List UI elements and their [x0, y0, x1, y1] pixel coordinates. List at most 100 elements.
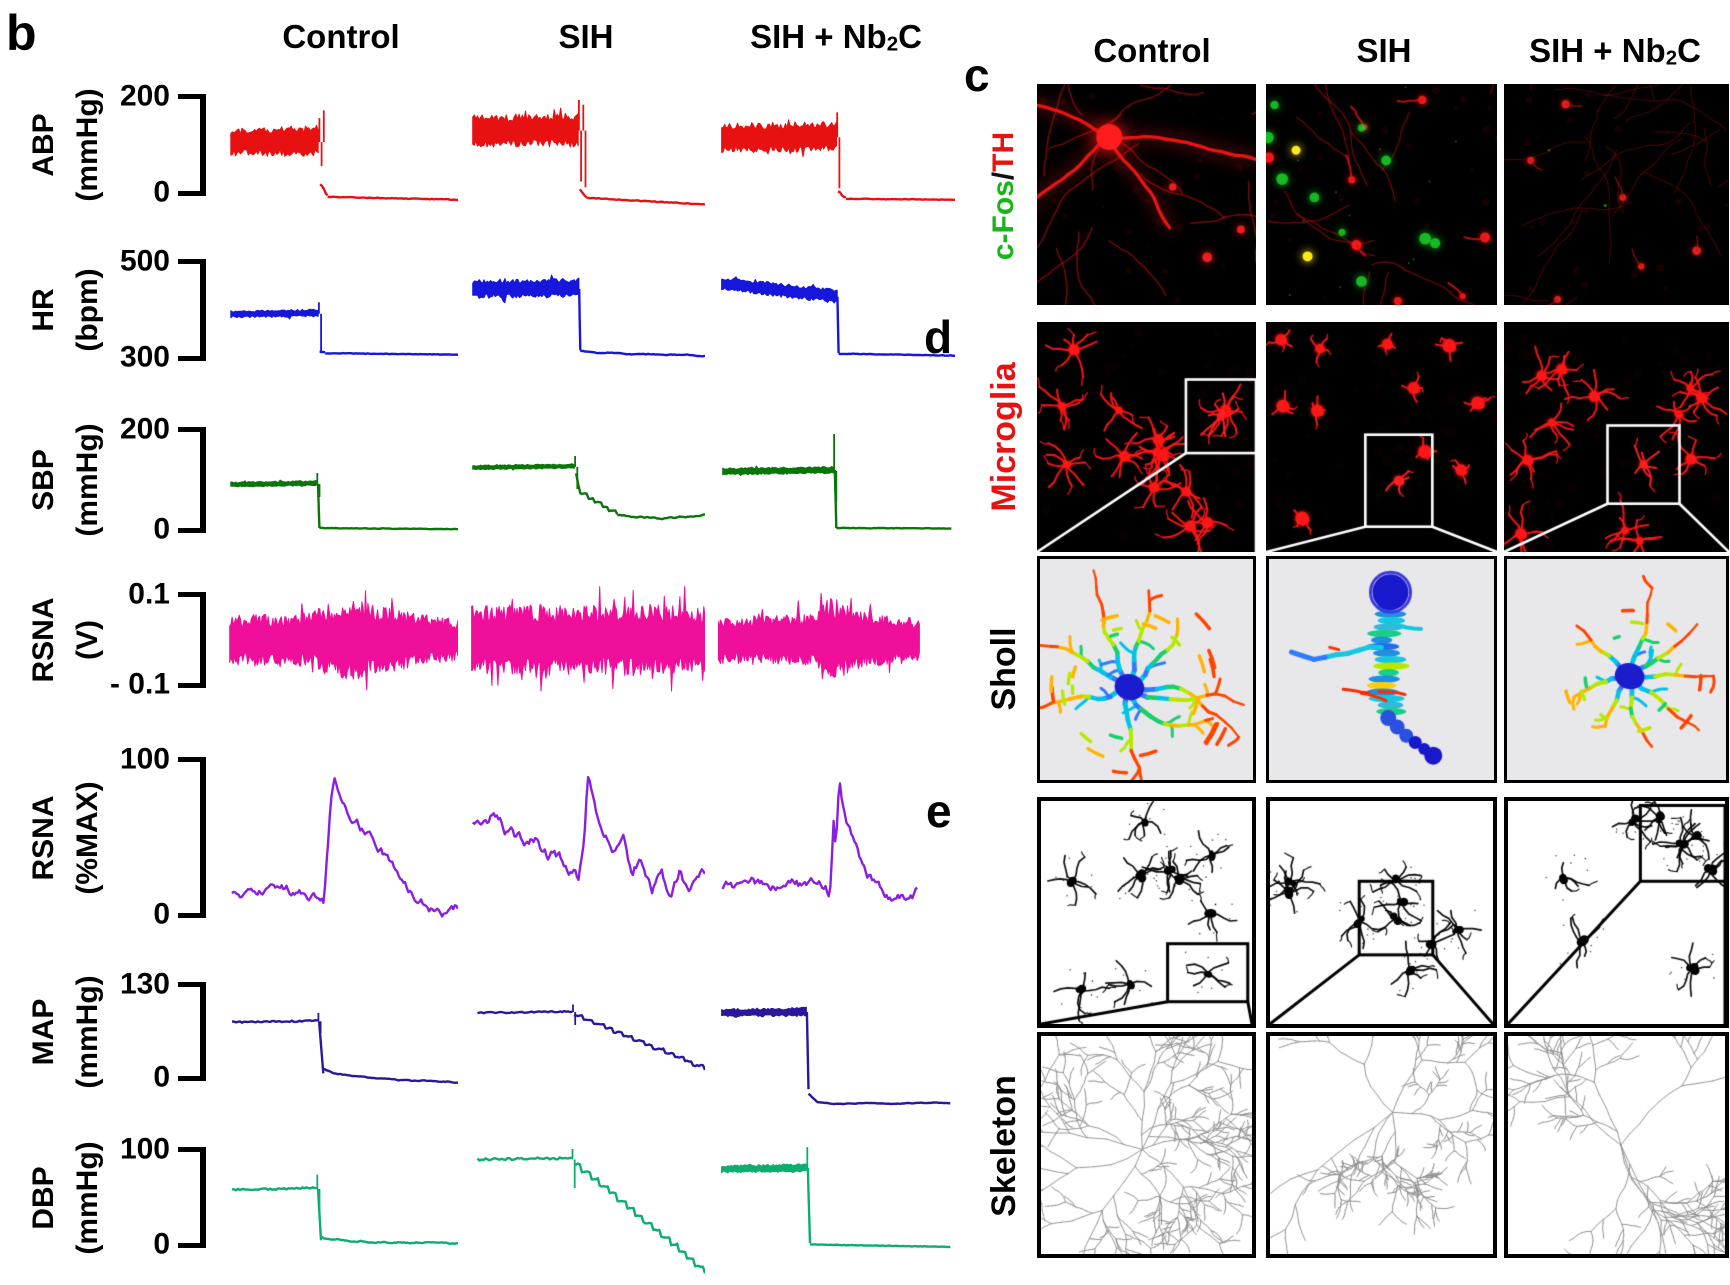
tick-bottom-3: - 0.1 [109, 667, 170, 701]
image-sholl-control-canvas [1040, 559, 1253, 780]
row-label-skeleton: Skeleton [985, 1075, 1023, 1217]
trace-abp-0-sih-nb2c [721, 112, 955, 202]
header-text-post: C [1677, 32, 1701, 69]
header-text: SIH [558, 18, 614, 55]
axis-label-sbp-2: SBP [27, 449, 60, 511]
trace-dbp-6-sih-nb2c [721, 1147, 951, 1249]
image-microglia-sih-canvas [1266, 322, 1497, 552]
axis-label-hr-1: HR [27, 288, 60, 332]
image-cfos-th-control-canvas [1037, 84, 1256, 305]
image-microglia-control-canvas [1037, 322, 1256, 552]
row-label-microglia: Microglia [985, 362, 1023, 512]
axis-bracket-3 [178, 592, 206, 688]
trace-map-5-sih-nb2c [721, 1006, 951, 1106]
header-text-post: C [898, 18, 922, 55]
image-skeleton-sih-nb2c-canvas [1508, 1036, 1725, 1254]
panel-letter-b: b [6, 5, 37, 61]
axis-unit-4: (%MAX) [71, 780, 104, 895]
panel-letter-c: c [964, 49, 990, 101]
column-header-sih-left: SIH [558, 20, 613, 55]
label-part-0: c-Fos [987, 180, 1020, 261]
image-sholl-sih-canvas [1269, 559, 1494, 780]
header-subscript: 2 [1665, 46, 1678, 70]
trace-rsna-4-control [231, 777, 458, 918]
image-skeleton-control [1037, 1032, 1256, 1258]
image-sholl-control [1037, 556, 1256, 783]
image-skeleton-sih-nb2c [1504, 1032, 1729, 1258]
panel-letter-d: d [924, 311, 953, 363]
trace-sbp-2-sih [472, 456, 705, 521]
column-header-sih-right: SIH [1356, 34, 1411, 69]
image-cfos-th-sih-nb2c [1504, 84, 1729, 305]
header-subscript: 2 [886, 32, 899, 56]
trace-sbp-2-sih-nb2c [722, 434, 952, 530]
image-binary-sih-nb2c [1504, 797, 1729, 1028]
trace-rsna-3-sih [471, 586, 705, 692]
image-cfos-th-control [1037, 84, 1256, 305]
row-label-sholl: Sholl [985, 627, 1023, 711]
tick-bottom-4: 0 [153, 897, 170, 931]
image-skeleton-sih [1266, 1032, 1497, 1258]
trace-abp-0-control [230, 110, 458, 202]
tick-bottom-2: 0 [153, 512, 170, 546]
image-sholl-sih-nb2c [1504, 556, 1729, 783]
axis-unit-3: (V) [71, 620, 104, 660]
header-text: SIH + Nb [1529, 32, 1666, 69]
image-microglia-sih-nb2c-canvas [1504, 322, 1729, 552]
row-label-cfos-th: c-Fos/TH [987, 131, 1020, 261]
header-text: SIH [1356, 32, 1412, 69]
tick-top-4: 100 [119, 742, 170, 776]
trace-map-5-sih [477, 1004, 705, 1071]
image-microglia-sih-nb2c [1504, 322, 1729, 552]
trace-hr-1-sih-nb2c [721, 276, 955, 357]
trace-rsna-4-sih-nb2c [721, 782, 918, 902]
axis-bracket-5 [178, 982, 206, 1081]
trace-abp-0-sih [472, 99, 705, 206]
axis-unit-1: (bpm) [71, 268, 104, 352]
trace-hr-1-sih [472, 274, 705, 358]
header-text: Control [282, 18, 400, 55]
image-binary-sih-nb2c-canvas [1508, 801, 1725, 1024]
column-header-sih-nb2c-left: SIH + Nb2C [750, 20, 922, 55]
axis-bracket-4 [178, 757, 206, 918]
tick-top-0: 200 [119, 79, 170, 113]
image-cfos-th-sih-nb2c-canvas [1504, 84, 1729, 305]
tick-top-2: 200 [119, 412, 170, 446]
image-microglia-sih [1266, 322, 1497, 552]
tick-bottom-0: 0 [153, 175, 170, 209]
image-binary-sih-canvas [1270, 801, 1493, 1024]
image-cfos-th-sih [1266, 84, 1497, 305]
image-microglia-control [1037, 322, 1256, 552]
header-text: SIH + Nb [750, 18, 887, 55]
tick-top-1: 500 [119, 244, 170, 278]
axis-bracket-6 [178, 1147, 206, 1248]
image-binary-control-canvas [1041, 801, 1252, 1024]
tick-bottom-1: 300 [119, 340, 170, 374]
column-header-control-left: Control [282, 20, 399, 55]
tick-top-5: 130 [119, 967, 170, 1001]
tick-top-3: 0.1 [128, 577, 170, 611]
trace-map-5-control [231, 1012, 458, 1084]
label-part-1: / [987, 171, 1020, 181]
image-sholl-sih-nb2c-canvas [1507, 559, 1726, 780]
trace-dbp-6-sih [476, 1149, 705, 1274]
trace-rsna-3-control [229, 590, 458, 691]
axis-bracket-0 [178, 94, 206, 196]
trace-sbp-2-control [230, 473, 458, 531]
tick-top-6: 100 [119, 1132, 170, 1166]
image-skeleton-sih-canvas [1270, 1036, 1493, 1254]
trace-hr-1-control [230, 302, 458, 356]
label-part-2: TH [987, 131, 1020, 172]
axis-label-rsna-4: RSNA [27, 794, 60, 881]
image-cfos-th-sih-canvas [1266, 84, 1497, 305]
image-skeleton-control-canvas [1041, 1036, 1252, 1254]
image-binary-sih [1266, 797, 1497, 1028]
tick-bottom-5: 0 [153, 1060, 170, 1094]
axis-bracket-1 [178, 259, 206, 361]
trace-dbp-6-control [231, 1174, 458, 1245]
tick-bottom-6: 0 [153, 1227, 170, 1261]
axis-bracket-2 [178, 427, 206, 533]
axis-label-abp-0: ABP [27, 113, 60, 177]
image-binary-control [1037, 797, 1256, 1028]
